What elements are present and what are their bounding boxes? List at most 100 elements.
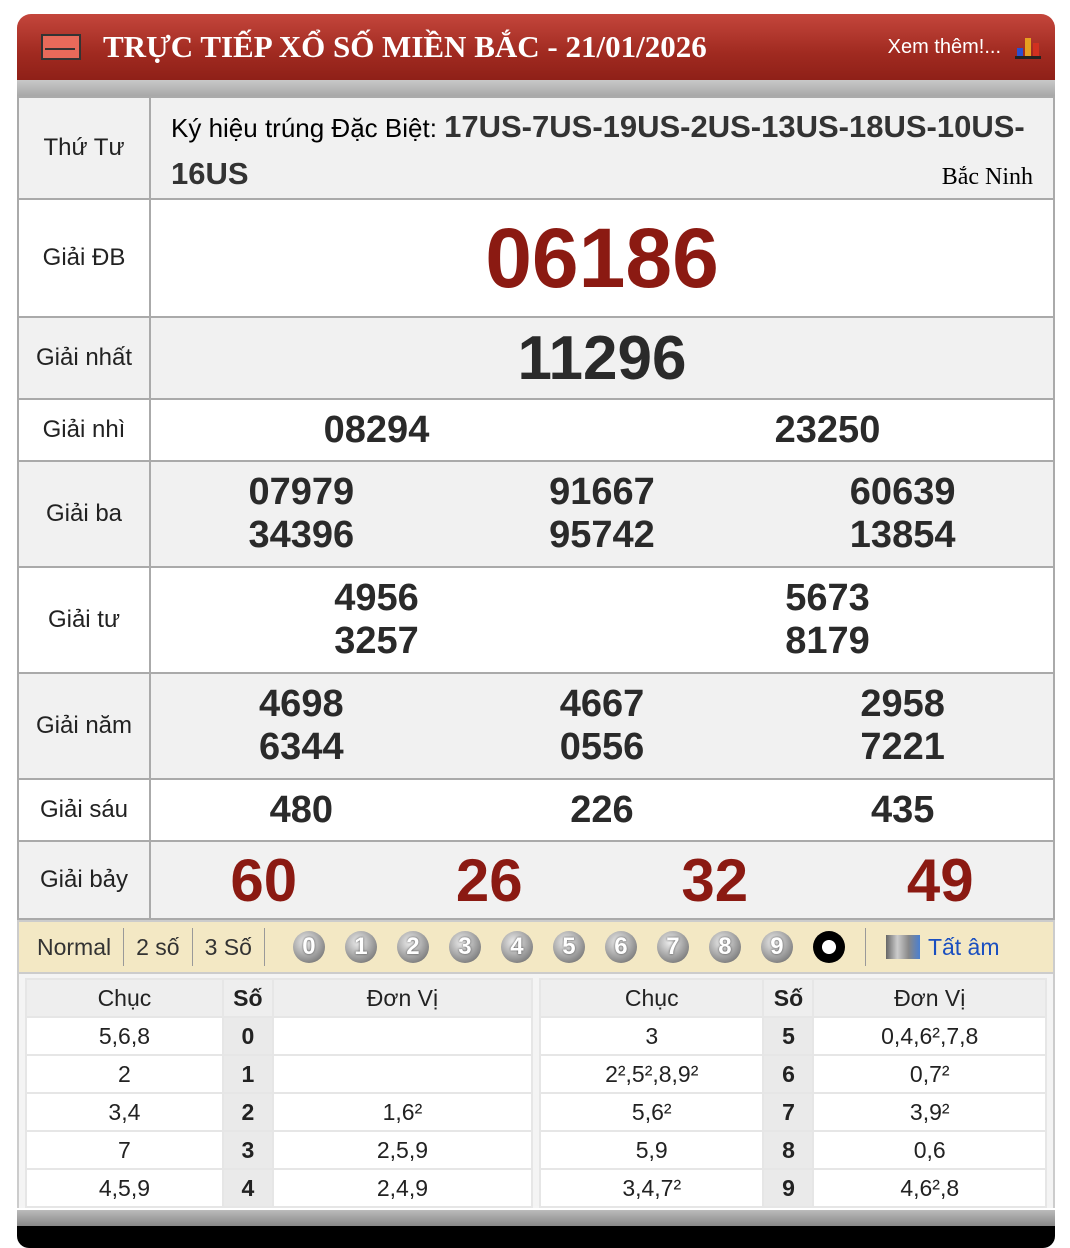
prize-number: 7221 <box>860 726 945 768</box>
units-cell: 0,7² <box>812 1054 1047 1094</box>
tab-3-so[interactable]: 3 Số <box>204 933 252 960</box>
digit-ball-9[interactable]: 9 <box>760 931 793 963</box>
prize-number: 5673 <box>785 577 870 619</box>
digit-ball-6[interactable]: 6 <box>604 931 637 963</box>
prize-number: 95742 <box>549 514 655 556</box>
loto-header: Số <box>762 978 815 1018</box>
digit-cell: 7 <box>762 1092 815 1132</box>
digit-ball-1[interactable]: 1 <box>344 931 377 963</box>
prize-number: 480 <box>269 788 334 831</box>
units-cell <box>271 1016 534 1056</box>
prize-row-5: Giải năm 4698 4667 2958 6344 0556 7221 <box>17 672 1055 780</box>
prize-number: 60639 <box>849 471 956 513</box>
loto-row: 5,6,8 0 <box>25 1016 534 1056</box>
prize-number: 60 <box>230 846 298 914</box>
page-title: TRỰC TIẾP XỔ SỐ MIỀN BẮC - 21/01/2026 <box>103 29 707 64</box>
prize-number: 4698 <box>259 683 344 725</box>
filter-toolbar: Normal 2 số 3 Số 0 1 2 3 4 5 6 7 8 9 Tất… <box>17 920 1055 974</box>
loto-header: Đơn Vị <box>271 978 534 1018</box>
loto-table-right: Chục Số Đơn Vị 3 5 0,4,6²,7,8 2²,5²,8,9² 6 0,7² 5… <box>538 978 1047 1208</box>
tens-cell: 5,6,8 <box>25 1016 224 1056</box>
prize-number: 13854 <box>849 514 956 556</box>
digit-ball-3[interactable]: 3 <box>448 931 481 963</box>
prize-number: 34396 <box>248 514 355 556</box>
tab-normal[interactable]: Normal <box>37 933 112 960</box>
prize-label: Giải ĐB <box>17 198 151 318</box>
loto-row: 3,4 2 1,6² <box>25 1092 534 1132</box>
prize-number: 4956 <box>334 577 419 619</box>
units-cell: 0,6 <box>812 1130 1047 1170</box>
header-divider <box>17 80 1055 96</box>
digit-cell: 2 <box>221 1092 274 1132</box>
yin-yang-icon[interactable] <box>812 931 845 963</box>
special-symbols: Ký hiệu trúng Đặc Biệt: 17US-7US-19US-2U… <box>149 96 1055 200</box>
loto-row: 3,4,7² 9 4,6²,8 <box>538 1168 1047 1208</box>
loto-row: 4,5,9 4 2,4,9 <box>25 1168 534 1208</box>
loto-header: Đơn Vị <box>812 978 1047 1018</box>
loto-row: 2²,5²,8,9² 6 0,7² <box>538 1054 1047 1094</box>
digit-ball-0[interactable]: 0 <box>292 931 325 963</box>
see-more-link[interactable]: Xem thêm!... <box>887 35 1001 58</box>
digit-ball-2[interactable]: 2 <box>396 931 429 963</box>
tab-2-so[interactable]: 2 số <box>136 933 180 960</box>
loto-header: Chục <box>25 978 224 1018</box>
info-row: Thứ Tư Ký hiệu trúng Đặc Biệt: 17US-7US-… <box>17 96 1055 200</box>
digit-ball-8[interactable]: 8 <box>708 931 741 963</box>
digit-ball-5[interactable]: 5 <box>552 931 585 963</box>
units-cell: 2,4,9 <box>271 1168 534 1208</box>
tens-cell: 5,9 <box>538 1130 765 1170</box>
prize-label: Giải năm <box>17 672 151 780</box>
prize-row-1: Giải nhất 11296 <box>17 316 1055 400</box>
digit-ball-7[interactable]: 7 <box>656 931 689 963</box>
units-cell: 2,5,9 <box>271 1130 534 1170</box>
units-cell: 1,6² <box>271 1092 534 1132</box>
units-cell: 4,6²,8 <box>812 1168 1047 1208</box>
prize-number: 8179 <box>785 620 870 662</box>
prize-number: 2958 <box>860 683 945 725</box>
sound-icon[interactable] <box>885 935 920 959</box>
prize-number: 11296 <box>517 323 687 393</box>
prize-label: Giải tư <box>17 566 151 674</box>
mute-all-link[interactable]: Tất âm <box>927 933 1000 960</box>
loto-row: 7 3 2,5,9 <box>25 1130 534 1170</box>
loto-row: 3 5 0,4,6²,7,8 <box>538 1016 1047 1056</box>
digit-cell: 0 <box>221 1016 274 1056</box>
prize-number: 6344 <box>259 726 344 768</box>
units-cell: 3,9² <box>812 1092 1047 1132</box>
prize-number: 08294 <box>323 408 430 451</box>
tens-cell: 3,4,7² <box>538 1168 765 1208</box>
prize-row-7: Giải bảy 60 26 32 49 <box>17 840 1055 920</box>
digit-cell: 3 <box>221 1130 274 1170</box>
results-table: Thứ Tư Ký hiệu trúng Đặc Biệt: 17US-7US-… <box>17 96 1055 920</box>
digit-cell: 9 <box>762 1168 815 1208</box>
loto-row: 5,9 8 0,6 <box>538 1130 1047 1170</box>
loto-row: 5,6² 7 3,9² <box>538 1092 1047 1132</box>
prize-label: Giải ba <box>17 460 151 568</box>
results-widget: TRỰC TIẾP XỔ SỐ MIỀN BẮC - 21/01/2026 Xe… <box>17 14 1055 1248</box>
symbols-label: Ký hiệu trúng Đặc Biệt: <box>171 113 445 143</box>
digit-cell: 4 <box>221 1168 274 1208</box>
header: TRỰC TIẾP XỔ SỐ MIỀN BẮC - 21/01/2026 Xe… <box>17 14 1055 80</box>
prize-number: 0556 <box>559 726 645 768</box>
digit-ball-4[interactable]: 4 <box>500 931 533 963</box>
prize-label: Giải sáu <box>17 778 151 842</box>
prize-number: 26 <box>455 846 523 914</box>
province: Bắc Ninh <box>941 164 1033 190</box>
special-prize-number: 06186 <box>485 210 719 305</box>
tens-cell: 5,6² <box>538 1092 765 1132</box>
symbols-value: 17US-7US-19US-2US-13US-18US-10US-16US <box>171 109 1025 191</box>
bar-chart-icon[interactable] <box>1015 35 1041 59</box>
prize-number: 226 <box>570 788 634 831</box>
tens-cell: 3,4 <box>25 1092 224 1132</box>
footer-bar <box>17 1210 1055 1226</box>
prize-label: Giải nhì <box>17 398 151 462</box>
digit-cell: 5 <box>762 1016 815 1056</box>
prize-number: 3257 <box>334 620 419 662</box>
loto-header: Số <box>221 978 274 1018</box>
tens-cell: 4,5,9 <box>25 1168 224 1208</box>
prize-number: 435 <box>870 788 935 831</box>
loto-tables: Chục Số Đơn Vị 5,6,8 0 2 1 3,4 2 1,6² 7 3 2,5,9 4,5,9… <box>17 974 1055 1208</box>
prize-number: 49 <box>906 846 974 914</box>
prize-number: 07979 <box>248 471 355 513</box>
prize-number: 32 <box>681 846 749 914</box>
